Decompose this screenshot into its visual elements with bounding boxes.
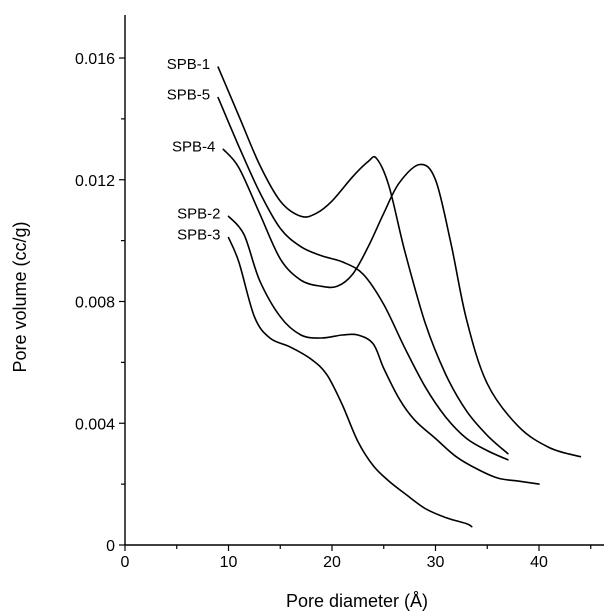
series-line-spb-1 (217, 66, 509, 455)
series-label-spb-1: SPB-1 (167, 56, 210, 73)
plot-area (124, 15, 604, 546)
x-tick-label: 0 (121, 554, 130, 571)
series-labels: SPB-1 SPB-5 SPB-4 SPB-2 SPB-3 (167, 56, 221, 243)
x-tick-label: 10 (220, 554, 238, 571)
series-label-spb-2: SPB-2 (177, 205, 220, 222)
series-label-spb-4: SPB-4 (172, 138, 215, 155)
x-tick-label: 40 (530, 554, 548, 571)
x-tick-label: 20 (323, 554, 341, 571)
y-tick-label: 0.008 (75, 295, 115, 312)
series-line-spb-5 (217, 96, 509, 461)
series-line-spb-4 (222, 148, 582, 458)
series-label-spb-3: SPB-3 (177, 227, 220, 244)
x-axis-title: Pore diameter (Å) (286, 591, 428, 611)
x-axis-ticks: 0 10 20 30 40 (121, 545, 592, 571)
series-label-spb-5: SPB-5 (167, 87, 210, 104)
y-tick-label: 0.012 (75, 173, 115, 190)
y-axis-ticks: 0 0.004 0.008 0.012 0.016 (75, 51, 125, 555)
y-tick-label: 0 (106, 538, 115, 555)
y-tick-label: 0.004 (75, 416, 115, 433)
series-line-spb-2 (227, 215, 540, 485)
series-line-spb-3 (227, 236, 473, 528)
series-lines (217, 66, 582, 528)
y-tick-label: 0.016 (75, 51, 115, 68)
x-tick-label: 30 (427, 554, 445, 571)
y-axis-title: Pore volume (cc/g) (10, 221, 30, 372)
